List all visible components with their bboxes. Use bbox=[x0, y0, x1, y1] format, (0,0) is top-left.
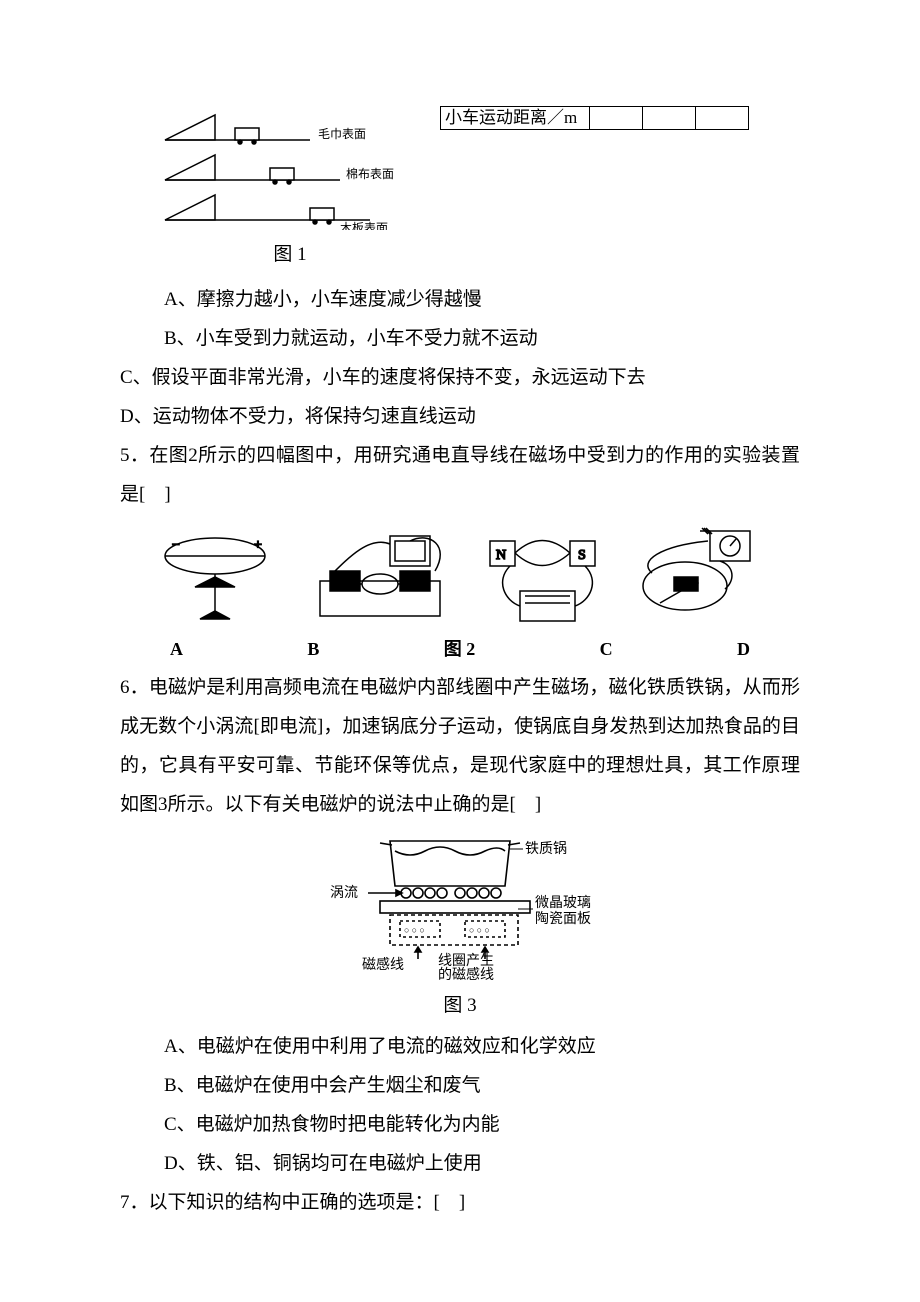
fig3-label-mag2: 线圈产生 bbox=[438, 953, 494, 969]
fig3-label-eddy: 涡流 bbox=[330, 885, 358, 901]
figure-1: 毛巾表面 棉布表面 木板表面 图 1 bbox=[160, 110, 420, 275]
fig2-label-a: A bbox=[170, 631, 183, 668]
q6-option-d: D、铁、铝、铜锅均可在电磁炉上使用 bbox=[120, 1145, 800, 1184]
fig3-label-pot: 铁质锅 bbox=[525, 841, 567, 857]
svg-text:○ ○ ○: ○ ○ ○ bbox=[469, 925, 490, 935]
q6-option-c: C、电磁炉加热食物时把电能转化为内能 bbox=[120, 1106, 800, 1145]
figure-3: ○ ○ ○ ○ ○ ○ 铁质锅 涡流 微晶玻璃 陶瓷面板 磁感线 线圈产生 的磁… bbox=[120, 831, 800, 1026]
page: 毛巾表面 棉布表面 木板表面 图 1 小车运动距离／m A、摩擦力越小，小车速度… bbox=[0, 0, 920, 1283]
fig3-label-mag1: 磁感线 bbox=[362, 956, 404, 973]
fig2-label-b: B bbox=[307, 631, 319, 668]
fig1-label-3: 木板表面 bbox=[340, 221, 388, 230]
figure-3-svg: ○ ○ ○ ○ ○ ○ 铁质锅 涡流 微晶玻璃 陶瓷面板 磁感线 线圈产生 的磁… bbox=[310, 831, 610, 981]
table-header: 小车运动距离／m bbox=[441, 107, 590, 130]
q4-option-b: B、小车受到力就运动，小车不受力就不运动 bbox=[120, 320, 800, 359]
figure-1-svg: 毛巾表面 棉布表面 木板表面 bbox=[160, 110, 400, 230]
q6-option-a: A、电磁炉在使用中利用了电流的磁效应和化学效应 bbox=[120, 1028, 800, 1067]
fig3-label-mag3: 的磁感线 bbox=[438, 966, 494, 981]
q5-stem: 5．在图2所示的四幅图中，用研究通电直导线在磁场中受到力的作用的实验装置是[ ] bbox=[120, 437, 800, 515]
fig1-label-1: 毛巾表面 bbox=[318, 127, 366, 141]
figure-2: − + bbox=[120, 521, 800, 668]
top-row: 毛巾表面 棉布表面 木板表面 图 1 小车运动距离／m bbox=[120, 110, 800, 275]
q7-stem: 7．以下知识的结构中正确的选项是：[ ] bbox=[120, 1184, 800, 1223]
figure-3-caption: 图 3 bbox=[120, 987, 800, 1026]
svg-text:−: − bbox=[172, 538, 180, 553]
figure-1-caption: 图 1 bbox=[160, 236, 420, 275]
fig2-label-c: C bbox=[600, 631, 613, 668]
figure-2-labels: A B 图 2 C D bbox=[140, 631, 780, 668]
q4-option-d: D、运动物体不受力，将保持匀速直线运动 bbox=[120, 398, 800, 437]
q4-option-a: A、摩擦力越小，小车速度减少得越慢 bbox=[120, 281, 800, 320]
q6-option-b: B、电磁炉在使用中会产生烟尘和废气 bbox=[120, 1067, 800, 1106]
svg-text:S: S bbox=[578, 548, 586, 563]
fig2-label-d: D bbox=[737, 631, 750, 668]
table-cell-3 bbox=[696, 107, 749, 130]
fig3-label-panel1: 微晶玻璃 bbox=[535, 894, 591, 911]
q4-option-c: C、假设平面非常光滑，小车的速度将保持不变，永远运动下去 bbox=[120, 359, 800, 398]
q6-stem: 6．电磁炉是利用高频电流在电磁炉内部线圈中产生磁场，磁化铁质铁锅，从而形成无数个… bbox=[120, 669, 800, 825]
fig3-label-panel2: 陶瓷面板 bbox=[535, 911, 591, 927]
fig1-label-2: 棉布表面 bbox=[346, 167, 394, 181]
table-cell-1 bbox=[590, 107, 643, 130]
svg-text:+: + bbox=[254, 538, 262, 553]
svg-text:N: N bbox=[496, 548, 506, 563]
q4-options: A、摩擦力越小，小车速度减少得越慢 B、小车受到力就运动，小车不受力就不运动 C… bbox=[120, 281, 800, 437]
table-cell-2 bbox=[643, 107, 696, 130]
svg-text:○ ○ ○: ○ ○ ○ bbox=[404, 925, 425, 935]
figure-2-svg: − + bbox=[140, 521, 780, 631]
distance-table: 小车运动距离／m bbox=[440, 106, 749, 130]
q6-options: A、电磁炉在使用中利用了电流的磁效应和化学效应 B、电磁炉在使用中会产生烟尘和废… bbox=[120, 1028, 800, 1184]
fig2-caption: 图 2 bbox=[444, 631, 476, 668]
